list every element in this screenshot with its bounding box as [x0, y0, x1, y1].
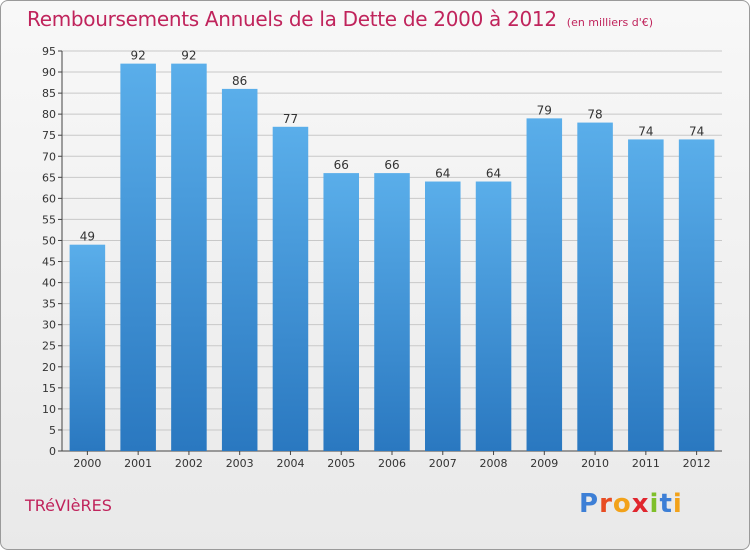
proxiti-logo: Proxiti: [579, 489, 683, 519]
chart-unit-label: (en milliers d'€): [566, 16, 654, 29]
bar: [120, 63, 156, 451]
y-tick-label: 15: [42, 382, 56, 395]
y-tick-label: 65: [42, 171, 56, 184]
x-tick-label: 2005: [327, 457, 355, 470]
bar: [678, 139, 715, 451]
x-tick-label: 2000: [73, 457, 101, 470]
y-tick-label: 30: [42, 319, 56, 332]
logo-letter: o: [612, 489, 632, 519]
y-tick-label: 35: [42, 298, 56, 311]
x-tick-label: 2006: [378, 457, 406, 470]
y-tick-label: 45: [42, 256, 56, 269]
bar: [526, 118, 563, 452]
logo-letter: i: [672, 489, 683, 519]
y-tick-label: 5: [49, 424, 56, 437]
x-tick-label: 2001: [124, 457, 152, 470]
bar: [628, 139, 664, 451]
y-tick-label: 0: [49, 445, 56, 458]
bar: [323, 173, 359, 451]
x-tick-label: 2011: [632, 457, 660, 470]
y-tick-label: 70: [42, 150, 56, 163]
bar-value-label: 74: [638, 124, 653, 138]
x-tick-label: 2002: [175, 457, 203, 470]
y-tick-label: 25: [42, 340, 56, 353]
x-tick-label: 2004: [276, 457, 304, 470]
bar-value-label: 92: [131, 49, 146, 63]
bar: [577, 122, 613, 451]
x-tick-label: 2007: [429, 457, 457, 470]
bar-value-label: 78: [587, 108, 602, 122]
bar-value-label: 64: [435, 167, 450, 181]
chart-title: Remboursements Annuels de la Dette de 20…: [27, 7, 653, 31]
commune-name: TRéVIèRES: [25, 496, 112, 515]
y-tick-label: 95: [42, 45, 56, 58]
logo-letter: P: [579, 489, 600, 519]
bar-value-label: 92: [181, 49, 196, 63]
y-tick-label: 90: [42, 66, 56, 79]
chart-title-text: Remboursements Annuels de la Dette de 20…: [27, 7, 557, 31]
y-tick-label: 50: [42, 234, 56, 247]
logo-letter: r: [599, 489, 613, 519]
bar-value-label: 77: [283, 112, 298, 126]
x-tick-label: 2012: [683, 457, 711, 470]
y-tick-label: 40: [42, 277, 56, 290]
y-tick-label: 10: [42, 403, 56, 416]
x-tick-label: 2008: [480, 457, 508, 470]
y-tick-label: 60: [42, 192, 56, 205]
bar-value-label: 86: [232, 74, 247, 88]
y-tick-label: 75: [42, 129, 56, 142]
bar: [374, 173, 410, 451]
x-tick-label: 2010: [581, 457, 609, 470]
bar-value-label: 74: [689, 124, 704, 138]
y-tick-label: 55: [42, 213, 56, 226]
logo-letter: x: [631, 489, 650, 519]
bar: [69, 244, 106, 451]
bar: [475, 181, 512, 452]
bar-value-label: 49: [80, 230, 95, 244]
logo-letter: i: [649, 489, 660, 519]
bar-value-label: 79: [537, 103, 552, 117]
logo-letter: t: [659, 489, 673, 519]
bar-value-label: 66: [384, 158, 399, 172]
bar: [171, 63, 207, 451]
bar-value-label: 66: [334, 158, 349, 172]
x-tick-label: 2003: [226, 457, 254, 470]
bar: [221, 88, 258, 451]
bar-value-label: 64: [486, 167, 501, 181]
bar: [272, 126, 309, 451]
y-tick-label: 20: [42, 361, 56, 374]
y-tick-label: 80: [42, 108, 56, 121]
bar: [425, 181, 461, 452]
x-tick-label: 2009: [530, 457, 558, 470]
y-tick-label: 85: [42, 87, 56, 100]
